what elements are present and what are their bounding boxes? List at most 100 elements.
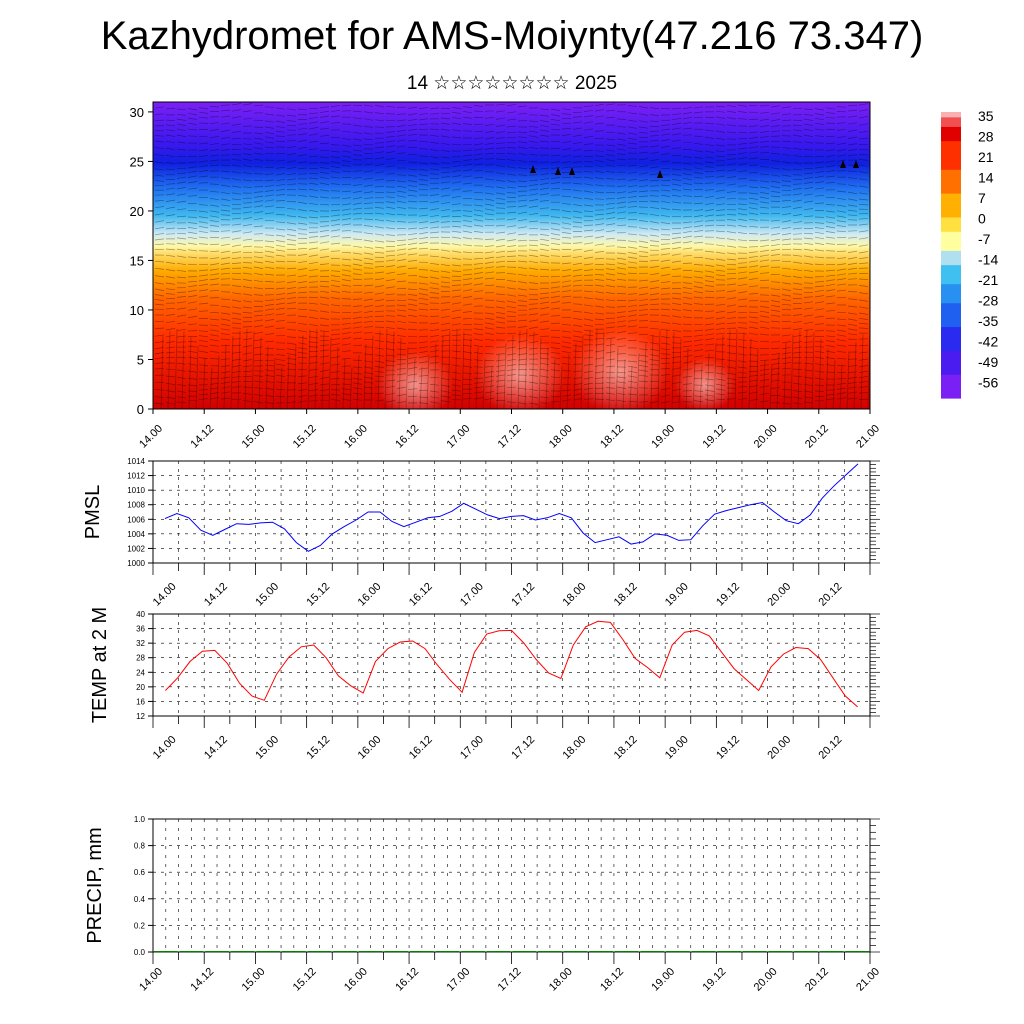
y-tick-label: 0.2: [134, 921, 146, 930]
x-tick-label: 14.12: [188, 966, 216, 994]
x-tick-label: 19.12: [714, 581, 742, 609]
y-tick-label: 1000: [127, 559, 145, 568]
colorbar-segment: [941, 364, 961, 370]
x-tick-label: 14.00: [137, 423, 165, 451]
colorbar-label: 0: [978, 211, 986, 227]
x-tick-label: 20.12: [817, 581, 845, 609]
colorbar-segment: [941, 374, 961, 380]
x-tick-label: 17.12: [509, 581, 537, 609]
precip-bar: [589, 951, 613, 953]
precip-panel: 0.0 0.2 0.4 0.6 0.8 1.0 14.00 14.12 15.00 15.12 16…: [84, 815, 882, 994]
x-tick-label: 18.00: [560, 734, 588, 762]
precip-bar: [845, 951, 869, 953]
x-tick-label: 16.12: [393, 423, 421, 451]
pmsl-axis-label: PMSL: [82, 485, 104, 539]
y-tick-label: 20: [136, 683, 145, 692]
x-tick-label: 15.00: [240, 423, 268, 451]
x-tick-label: 20.12: [803, 423, 831, 451]
precip-bar: [486, 951, 511, 953]
precip-bar: [384, 951, 409, 953]
colorbar-segment: [941, 297, 961, 304]
x-tick-label: 19.00: [663, 581, 691, 609]
colorbar-segment: [941, 255, 961, 261]
x-tick-label: 18.12: [598, 966, 626, 994]
precip-bar: [819, 951, 844, 953]
y-tick-label: 0: [137, 402, 144, 417]
colorbar-label: 14: [978, 170, 994, 186]
precip-bar: [461, 951, 485, 953]
colorbar-label: -21: [978, 272, 998, 288]
y-tick-label: 10: [130, 303, 144, 318]
y-tick-label: 1014: [127, 457, 145, 466]
colorbar-segment: [941, 283, 961, 289]
x-tick-label: 15.12: [304, 581, 332, 609]
colorbar-segment: [941, 183, 961, 189]
y-tick-label: 32: [136, 639, 145, 648]
x-tick-label: 17.12: [496, 966, 524, 994]
x-tick-label: 19.00: [649, 423, 677, 451]
precip-axis-label: PRECIP, mm: [84, 827, 106, 943]
colorbar-segment: [941, 369, 961, 375]
wind-flag: [840, 160, 846, 168]
x-tick-label: 17.00: [444, 966, 472, 994]
wind-flag: [569, 167, 575, 175]
colorbar-segment: [941, 193, 961, 199]
colorbar-segment: [941, 340, 961, 347]
y-tick-label: 15: [130, 253, 144, 268]
y-tick-label: 25: [130, 154, 144, 169]
colorbar-label: -35: [978, 313, 998, 329]
x-tick-label: 15.00: [240, 966, 268, 994]
colorbar-segment: [941, 274, 961, 280]
pmsl-panel: 1000 1002 1004 1006 1008 1010 1012 1014 14.00 14.…: [82, 457, 880, 609]
colorbar: 35 28 21 14 7 0 -7 -14 -21 -28 -35 -42 -49 -56: [941, 108, 998, 399]
x-tick-label: 20.00: [752, 966, 780, 994]
colorbar-segment: [941, 293, 961, 299]
series-line: [164, 463, 859, 552]
x-tick-label: 17.00: [444, 423, 472, 451]
x-tick-label: 19.12: [714, 734, 742, 762]
colorbar-label: 28: [978, 129, 994, 145]
x-tick-label: 14.00: [151, 581, 179, 609]
warm-core: [475, 334, 565, 416]
wind-barbs: [154, 103, 869, 405]
colorbar-segment: [941, 388, 961, 394]
x-tick-label: 15.12: [304, 734, 332, 762]
colorbar-segment: [941, 135, 961, 142]
colorbar-segment: [941, 259, 961, 266]
colorbar-segment: [941, 393, 961, 399]
precip-bar: [410, 951, 434, 953]
x-tick-label: 15.00: [253, 734, 281, 762]
colorbar-segment: [941, 264, 961, 270]
y-tick-label: 1012: [127, 472, 145, 481]
x-tick-label: 15.00: [253, 581, 281, 609]
x-tick-label: 19.00: [649, 966, 677, 994]
x-tick-label: 14.12: [188, 423, 216, 451]
x-tick-label: 15.12: [291, 423, 319, 451]
colorbar-segment: [941, 164, 961, 170]
colorbar-segment: [941, 131, 961, 137]
colorbar-segment: [941, 326, 961, 332]
colorbar-segment: [941, 350, 961, 356]
colorbar-segment: [941, 378, 961, 385]
colorbar-segment: [941, 188, 961, 194]
x-tick-label: 16.12: [393, 966, 421, 994]
precip-bar: [512, 951, 537, 953]
colorbar-segment: [941, 216, 961, 223]
y-tick-label: 1004: [127, 530, 145, 539]
y-tick-label: 1006: [127, 515, 145, 524]
x-tick-label: 16.12: [407, 734, 435, 762]
x-tick-label: 18.00: [547, 966, 575, 994]
colorbar-segment: [941, 302, 961, 309]
colorbar-segment: [941, 159, 961, 166]
x-tick-label: 17.12: [496, 423, 524, 451]
series-line: [165, 620, 858, 708]
precip-bar: [691, 951, 716, 953]
y-tick-label: 5: [137, 352, 144, 367]
x-tick-label: 18.12: [612, 734, 640, 762]
temp-axis-label: TEMP at 2 M: [89, 607, 111, 723]
x-tick-label: 21.00: [854, 966, 882, 994]
colorbar-segment: [941, 154, 961, 161]
warm-core: [572, 328, 668, 416]
y-tick-label: 1002: [127, 544, 145, 553]
